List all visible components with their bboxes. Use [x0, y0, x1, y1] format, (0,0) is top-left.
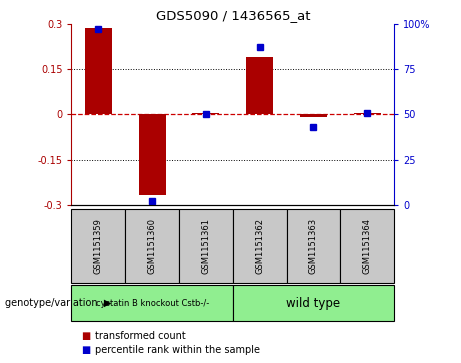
Text: cystatin B knockout Cstb-/-: cystatin B knockout Cstb-/- [95, 299, 209, 307]
Text: ■: ■ [81, 331, 90, 341]
Text: ■: ■ [81, 345, 90, 355]
Text: GSM1151361: GSM1151361 [201, 218, 210, 274]
Bar [300, 114, 327, 117]
Text: wild type: wild type [286, 297, 341, 310]
Bar [354, 113, 381, 114]
Bar [85, 28, 112, 114]
Text: GSM1151360: GSM1151360 [148, 218, 157, 274]
Text: transformed count: transformed count [95, 331, 185, 341]
Text: GSM1151363: GSM1151363 [309, 218, 318, 274]
Text: percentile rank within the sample: percentile rank within the sample [95, 345, 260, 355]
Text: GSM1151364: GSM1151364 [363, 218, 372, 274]
Text: genotype/variation  ▶: genotype/variation ▶ [5, 298, 111, 308]
Bar [246, 57, 273, 114]
Title: GDS5090 / 1436565_at: GDS5090 / 1436565_at [155, 9, 310, 23]
Bar [139, 114, 165, 195]
Text: GSM1151359: GSM1151359 [94, 218, 103, 274]
Bar [193, 113, 219, 114]
Text: GSM1151362: GSM1151362 [255, 218, 264, 274]
